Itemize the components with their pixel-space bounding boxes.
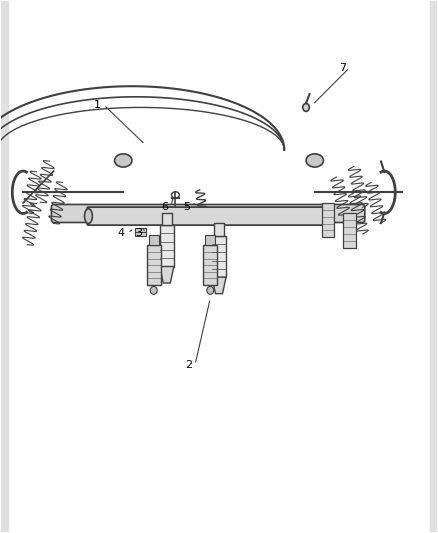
FancyBboxPatch shape <box>51 205 365 222</box>
Text: 6: 6 <box>161 201 168 212</box>
Ellipse shape <box>85 209 92 223</box>
FancyBboxPatch shape <box>160 225 174 266</box>
Text: 2: 2 <box>185 360 192 369</box>
FancyBboxPatch shape <box>343 214 356 248</box>
Bar <box>430 2 437 531</box>
Ellipse shape <box>150 286 157 294</box>
FancyBboxPatch shape <box>205 236 215 245</box>
Polygon shape <box>160 266 174 283</box>
FancyBboxPatch shape <box>203 245 217 285</box>
Text: 1: 1 <box>94 100 101 110</box>
Ellipse shape <box>303 103 309 111</box>
FancyBboxPatch shape <box>162 213 172 225</box>
Ellipse shape <box>306 154 323 167</box>
Polygon shape <box>212 277 226 294</box>
Text: 3: 3 <box>135 228 142 238</box>
FancyBboxPatch shape <box>149 236 159 245</box>
Ellipse shape <box>324 209 332 223</box>
Bar <box>1 2 8 531</box>
Text: 7: 7 <box>339 63 346 72</box>
FancyBboxPatch shape <box>135 228 146 236</box>
Text: 4: 4 <box>117 228 125 238</box>
FancyBboxPatch shape <box>87 207 329 225</box>
Ellipse shape <box>115 154 132 167</box>
FancyBboxPatch shape <box>214 223 224 236</box>
FancyBboxPatch shape <box>212 236 226 277</box>
FancyBboxPatch shape <box>322 203 334 237</box>
FancyBboxPatch shape <box>147 245 161 285</box>
Text: 5: 5 <box>183 201 190 212</box>
Ellipse shape <box>207 286 214 294</box>
